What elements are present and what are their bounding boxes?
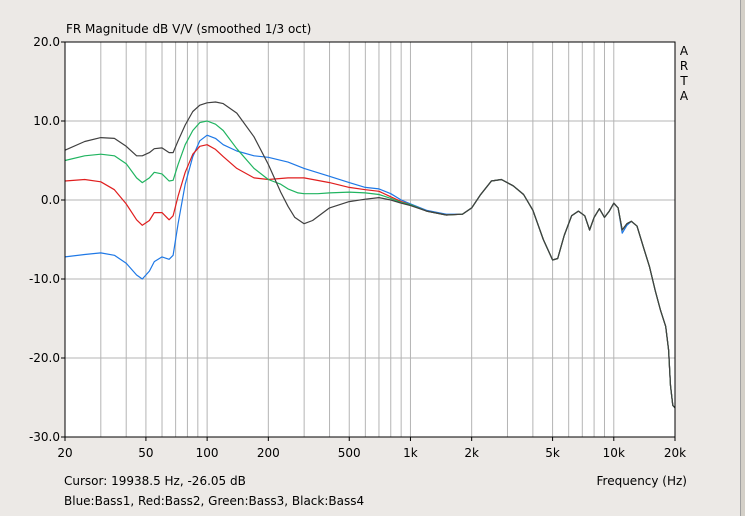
x-tick-label: 200	[257, 446, 280, 460]
side-label-letter: R	[680, 59, 688, 73]
window-right-edge	[740, 0, 745, 516]
y-tick-label: 0.0	[41, 193, 60, 207]
x-tick-label: 50	[138, 446, 153, 460]
side-label-letter: A	[680, 44, 689, 58]
x-tick-label: 500	[338, 446, 361, 460]
cursor-readout: Cursor: 19938.5 Hz, -26.05 dB	[64, 474, 246, 488]
y-tick-label: -20.0	[29, 351, 60, 365]
x-tick-label: 20k	[664, 446, 686, 460]
grid-lines	[65, 42, 675, 437]
series-line-bass4	[64, 101, 676, 409]
x-tick-label: 5k	[545, 446, 560, 460]
x-axis-label: Frequency (Hz)	[596, 474, 688, 488]
x-tick-label: 2k	[464, 446, 479, 460]
chart-title: FR Magnitude dB V/V (smoothed 1/3 oct)	[66, 22, 311, 36]
plot-area[interactable]	[64, 41, 676, 438]
y-tick-label: -30.0	[29, 430, 60, 444]
series-lines	[64, 101, 676, 409]
side-label-letter: A	[680, 89, 689, 103]
x-tick-label: 10k	[603, 446, 625, 460]
x-tick-label: 20	[57, 446, 72, 460]
x-axis-ticks: 20 50 100 200 500 1k 2k 5k 10k 20k	[57, 437, 686, 460]
legend-text: Blue:Bass1, Red:Bass2, Green:Bass3, Blac…	[64, 494, 365, 508]
plot-frame	[64, 41, 676, 438]
y-tick-label: 20.0	[33, 35, 60, 49]
y-tick-label: 10.0	[33, 114, 60, 128]
side-label-letter: T	[679, 74, 688, 88]
x-tick-label: 100	[196, 446, 219, 460]
x-tick-label: 1k	[403, 446, 418, 460]
y-axis-ticks: 20.0 10.0 0.0 -10.0 -20.0 -30.0	[29, 35, 65, 444]
frequency-response-chart[interactable]: FR Magnitude dB V/V (smoothed 1/3 oct) A…	[0, 0, 745, 470]
y-tick-label: -10.0	[29, 272, 60, 286]
